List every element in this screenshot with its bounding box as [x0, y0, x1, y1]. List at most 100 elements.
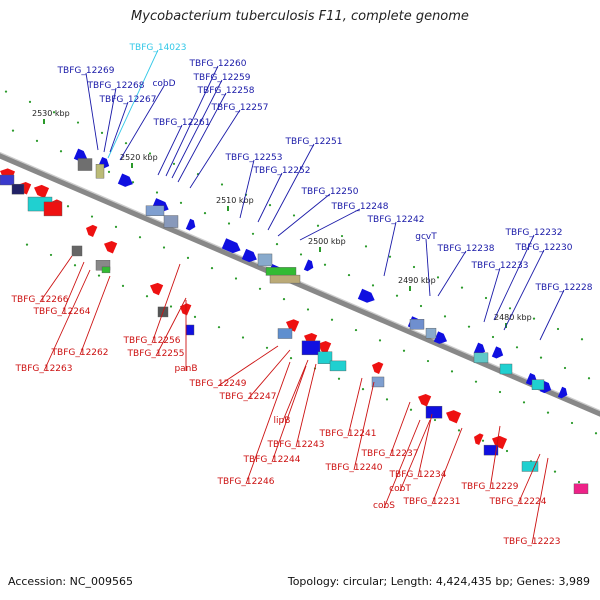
kbp-tick-label: 2490 kbp: [398, 276, 436, 285]
reverse-gene-block: [0, 174, 15, 186]
reverse-gene-block: [43, 201, 63, 217]
track-dot: [371, 284, 375, 287]
gene-label-top-leader-line: [539, 289, 565, 341]
kbp-tick-label: 2480 kbp: [494, 313, 532, 322]
gene-label-top: TBFG_14023: [129, 43, 187, 53]
track-dot: [457, 429, 461, 432]
gene-label-bottom-leader-line: [295, 363, 317, 448]
forward-gene-arrow: [221, 238, 241, 254]
track-dot: [443, 315, 447, 318]
track-dot: [124, 142, 128, 145]
reverse-gene-block: [101, 266, 111, 274]
track-dot: [354, 328, 358, 332]
track-dot: [508, 307, 512, 310]
reverse-gene-arrow: [474, 433, 484, 446]
track-dot: [49, 253, 53, 257]
track-dot: [522, 401, 526, 404]
gene-label-bottom-leader-line: [61, 261, 85, 315]
track-dot: [388, 255, 392, 258]
gene-label-bottom: TBFG_12264: [33, 307, 91, 317]
gene-label-top-leader-line: [425, 238, 431, 297]
forward-gene-block: [425, 327, 437, 339]
gene-label-bottom-leader-line: [389, 401, 411, 457]
gene-label-top: TBFG_12250: [301, 187, 359, 197]
reverse-gene-block: [11, 183, 25, 195]
track-dot: [433, 418, 437, 422]
track-dot: [323, 263, 327, 266]
track-dot: [97, 274, 101, 277]
gene-label-bottom-leader-line: [417, 413, 433, 478]
track-dot: [145, 295, 149, 298]
gene-label-bottom: TBFG_12266: [11, 295, 69, 305]
gene-label-top: TBFG_12257: [211, 103, 269, 113]
gene-label-bottom: TBFG_12246: [217, 477, 275, 487]
gene-label-top-leader-line: [171, 79, 223, 179]
reverse-gene-arrow: [150, 282, 164, 296]
reverse-gene-arrow: [104, 241, 118, 254]
reverse-gene-block: [371, 376, 385, 388]
kbp-tick-label: 2520 kbp: [120, 153, 158, 162]
forward-gene-arrow: [117, 173, 133, 187]
forward-gene-arrow: [303, 259, 314, 272]
gene-label-bottom: TBFG_12223: [503, 537, 561, 547]
forward-gene-block: [269, 274, 301, 284]
reverse-gene-arrow: [372, 361, 384, 374]
track-dot: [505, 449, 509, 453]
gene-label-top-leader-line: [299, 208, 361, 241]
gene-label-top: TBFG_12228: [535, 283, 593, 293]
gene-label-bottom-leader-line: [383, 419, 421, 509]
forward-gene-block: [257, 253, 273, 267]
forward-gene-block: [145, 205, 165, 216]
track-dot: [210, 267, 214, 270]
track-dot: [402, 349, 406, 352]
track-dot: [148, 152, 152, 155]
track-dot: [131, 181, 135, 184]
track-dot: [90, 215, 94, 218]
track-dot: [594, 432, 598, 435]
gene-label-top-leader-line: [267, 143, 315, 231]
reverse-gene-arrow: [34, 184, 50, 199]
gene-label-bottom-leader-line: [155, 297, 187, 357]
track-dot: [460, 286, 464, 289]
track-dot: [241, 336, 245, 339]
reverse-gene-block: [483, 444, 499, 456]
kbp-tick-label: 2530 kbp: [32, 109, 70, 118]
reverse-gene-block: [521, 461, 539, 472]
reverse-gene-arrow: [446, 410, 462, 424]
gene-label-bottom-leader-line: [151, 263, 181, 344]
gene-label-bottom-leader-line: [271, 365, 307, 463]
gene-label-bottom: TBFG_12231: [403, 497, 461, 507]
track-dot: [76, 121, 80, 124]
gene-label-bottom-leader-line: [489, 425, 501, 490]
gene-label-bottom-leader-line: [39, 255, 73, 303]
gene-label-top: TBFG_12258: [197, 86, 255, 96]
track-dot: [203, 212, 207, 215]
accession-text: Accession: NC_009565: [8, 575, 134, 588]
gene-label-top-leader-line: [103, 87, 117, 153]
track-dot: [347, 273, 351, 277]
forward-gene-arrow: [557, 386, 568, 399]
forward-gene-arrow: [357, 288, 375, 303]
track-dot: [539, 356, 543, 359]
reverse-gene-block: [185, 324, 195, 336]
gene-label-top: TBFG_12268: [87, 81, 145, 91]
gene-label-bottom: TBFG_12241: [319, 429, 377, 439]
reverse-gene-arrow: [318, 341, 332, 354]
forward-gene-block: [95, 164, 105, 179]
gene-label-top: TBFG_12267: [99, 95, 157, 105]
track-dot: [361, 387, 365, 391]
track-dot: [4, 90, 8, 93]
track-dot: [121, 284, 125, 287]
track-dot: [155, 191, 159, 194]
gene-label-top: TBFG_12269: [57, 66, 115, 76]
track-dot: [556, 327, 560, 331]
gene-label-top-leader-line: [239, 159, 255, 219]
track-dot: [419, 304, 423, 308]
track-dot: [289, 357, 293, 360]
track-dot: [450, 370, 454, 373]
gene-label-bottom: TBFG_12237: [361, 449, 419, 459]
gene-label-top-leader-line: [109, 101, 129, 153]
track-dot: [258, 287, 262, 290]
gene-label-bottom: TBFG_12244: [243, 455, 301, 465]
